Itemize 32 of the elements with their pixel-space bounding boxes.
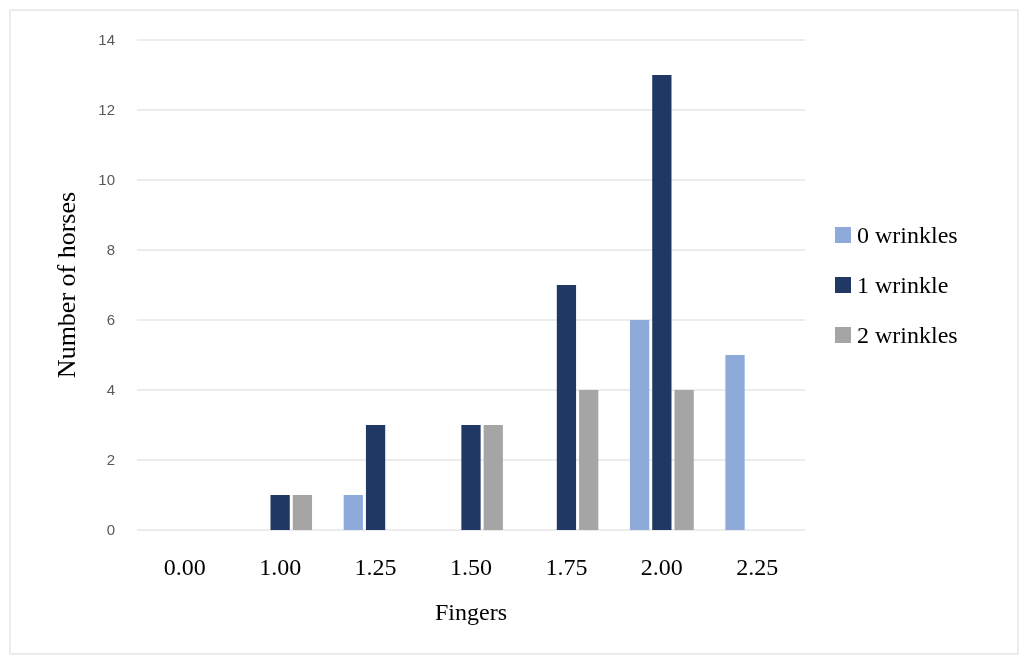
x-tick-label: 1.00	[259, 554, 302, 580]
legend-label: 1 wrinkle	[857, 272, 949, 299]
legend-label: 2 wrinkles	[857, 322, 958, 349]
y-tick-label: 12	[98, 101, 115, 119]
legend-label: 0 wrinkles	[857, 222, 958, 249]
bar	[579, 390, 599, 530]
x-tick-label: 2.25	[736, 554, 779, 580]
bar	[674, 390, 694, 530]
y-tick-label: 14	[98, 31, 115, 49]
y-tick-label: 0	[106, 521, 115, 539]
x-axis-title: Fingers	[435, 599, 507, 625]
bar	[365, 425, 386, 530]
y-tick-label: 10	[98, 171, 115, 189]
x-tick-label: 2.00	[640, 554, 683, 580]
y-axis-title: Number of horses	[52, 191, 81, 379]
bar	[629, 320, 650, 530]
bar	[292, 495, 313, 530]
y-tick-label: 8	[106, 241, 115, 259]
bar	[725, 355, 745, 530]
x-tick-label: 1.75	[545, 554, 588, 580]
bar	[652, 75, 672, 530]
bar	[343, 495, 363, 530]
bar	[270, 495, 290, 530]
x-tick-label: 1.50	[450, 554, 492, 580]
y-tick-label: 2	[106, 451, 115, 469]
y-tick-label: 4	[106, 381, 115, 399]
x-tick-label: 1.25	[354, 554, 397, 580]
x-tick-label: 0.00	[163, 554, 206, 580]
bar	[461, 425, 481, 530]
bar	[483, 425, 503, 530]
y-tick-label: 6	[106, 311, 115, 329]
bar	[556, 285, 577, 530]
